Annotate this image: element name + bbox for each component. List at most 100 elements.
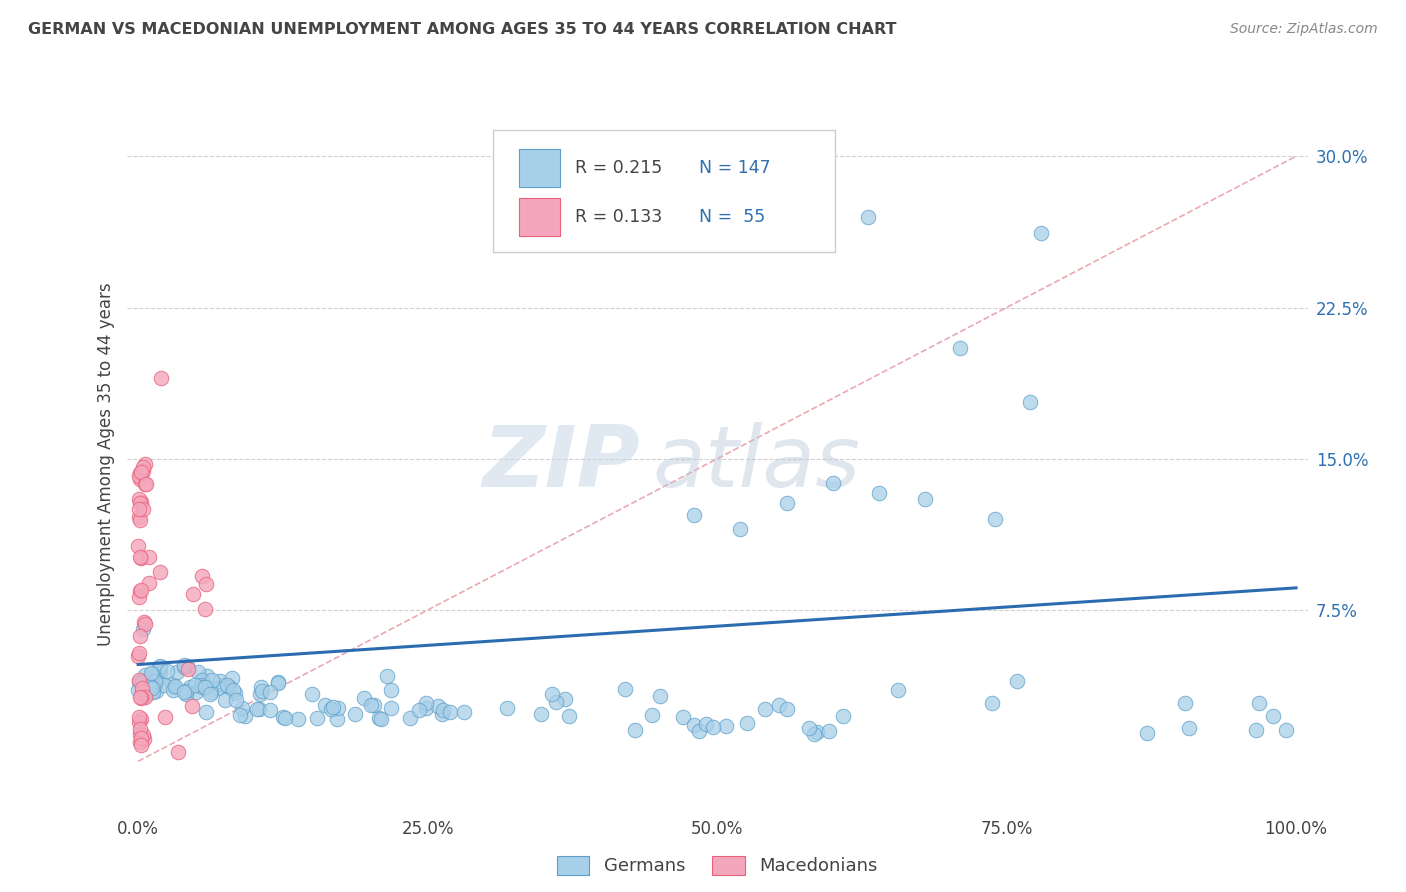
Point xyxy=(530,706,553,721)
Point xyxy=(128,491,150,506)
Point xyxy=(399,711,422,725)
Point xyxy=(1178,721,1201,735)
Point xyxy=(325,712,347,726)
Point xyxy=(1274,723,1296,737)
Point xyxy=(688,723,710,738)
Point xyxy=(353,690,375,705)
Point xyxy=(868,486,890,500)
Point xyxy=(153,678,176,692)
Point xyxy=(427,698,450,713)
Point xyxy=(274,711,297,725)
Point xyxy=(142,685,165,699)
Point xyxy=(132,615,155,629)
Point xyxy=(128,550,150,565)
Point xyxy=(259,703,281,717)
Point xyxy=(163,680,186,694)
Point xyxy=(301,688,323,702)
Point xyxy=(128,510,150,524)
Point xyxy=(142,680,165,694)
Point xyxy=(127,683,149,698)
Point xyxy=(127,539,149,553)
Point xyxy=(728,522,751,536)
Point xyxy=(134,457,156,471)
Point xyxy=(131,684,153,698)
Point xyxy=(141,667,163,681)
Point xyxy=(949,341,972,355)
Point xyxy=(856,210,879,224)
Point xyxy=(132,502,155,516)
Point xyxy=(672,709,695,723)
Point xyxy=(190,673,212,687)
Point xyxy=(683,508,706,523)
Point xyxy=(143,674,166,689)
Point xyxy=(183,678,205,692)
Point xyxy=(224,685,246,699)
Point xyxy=(198,687,221,701)
Point xyxy=(138,680,160,694)
Point xyxy=(132,689,155,703)
Y-axis label: Unemployment Among Ages 35 to 44 years: Unemployment Among Ages 35 to 44 years xyxy=(97,282,115,646)
Point xyxy=(614,681,637,696)
Point xyxy=(141,681,163,696)
Point xyxy=(832,709,855,723)
Point xyxy=(714,719,737,733)
Point xyxy=(142,673,165,688)
Point xyxy=(173,659,195,673)
Point xyxy=(138,549,160,564)
Point xyxy=(1263,709,1285,723)
Point xyxy=(129,495,152,509)
Point xyxy=(138,683,160,698)
Point xyxy=(191,680,214,694)
Point xyxy=(208,673,231,688)
Point xyxy=(246,702,269,716)
Text: atlas: atlas xyxy=(652,422,860,506)
Point xyxy=(132,460,155,475)
Point xyxy=(1136,726,1159,740)
Point xyxy=(370,712,392,726)
Point xyxy=(211,678,233,692)
Point xyxy=(222,683,245,698)
Point xyxy=(821,475,844,490)
Point xyxy=(162,682,184,697)
FancyBboxPatch shape xyxy=(519,198,560,236)
Text: ZIP: ZIP xyxy=(482,422,640,506)
Point xyxy=(439,705,461,719)
Point xyxy=(181,587,204,601)
Text: N = 147: N = 147 xyxy=(699,159,770,178)
Point xyxy=(195,706,218,720)
Point xyxy=(129,583,152,598)
Point xyxy=(129,629,152,643)
Point xyxy=(231,700,253,714)
Point xyxy=(249,687,271,701)
Point xyxy=(129,582,152,597)
Point xyxy=(148,664,170,678)
Point xyxy=(128,590,150,604)
Point xyxy=(887,683,910,698)
Point xyxy=(380,683,402,698)
Point xyxy=(321,702,343,716)
Point xyxy=(142,681,165,695)
Point xyxy=(139,665,162,680)
Point xyxy=(134,617,156,632)
Point xyxy=(128,673,150,687)
Point xyxy=(380,701,402,715)
Point xyxy=(139,685,162,699)
Point xyxy=(134,668,156,682)
Point xyxy=(218,680,240,694)
Point xyxy=(187,665,209,680)
Point xyxy=(775,496,797,510)
Text: R = 0.215: R = 0.215 xyxy=(575,159,662,178)
Point xyxy=(145,684,167,698)
Point xyxy=(768,698,790,712)
Point xyxy=(131,674,153,689)
Point xyxy=(648,689,671,703)
Point xyxy=(129,722,152,736)
Point xyxy=(641,707,664,722)
Point xyxy=(1174,696,1197,710)
Point xyxy=(148,566,170,580)
Point xyxy=(247,701,270,715)
Point xyxy=(129,738,152,752)
Point xyxy=(233,709,256,723)
Point xyxy=(160,677,183,691)
Point xyxy=(415,700,437,714)
